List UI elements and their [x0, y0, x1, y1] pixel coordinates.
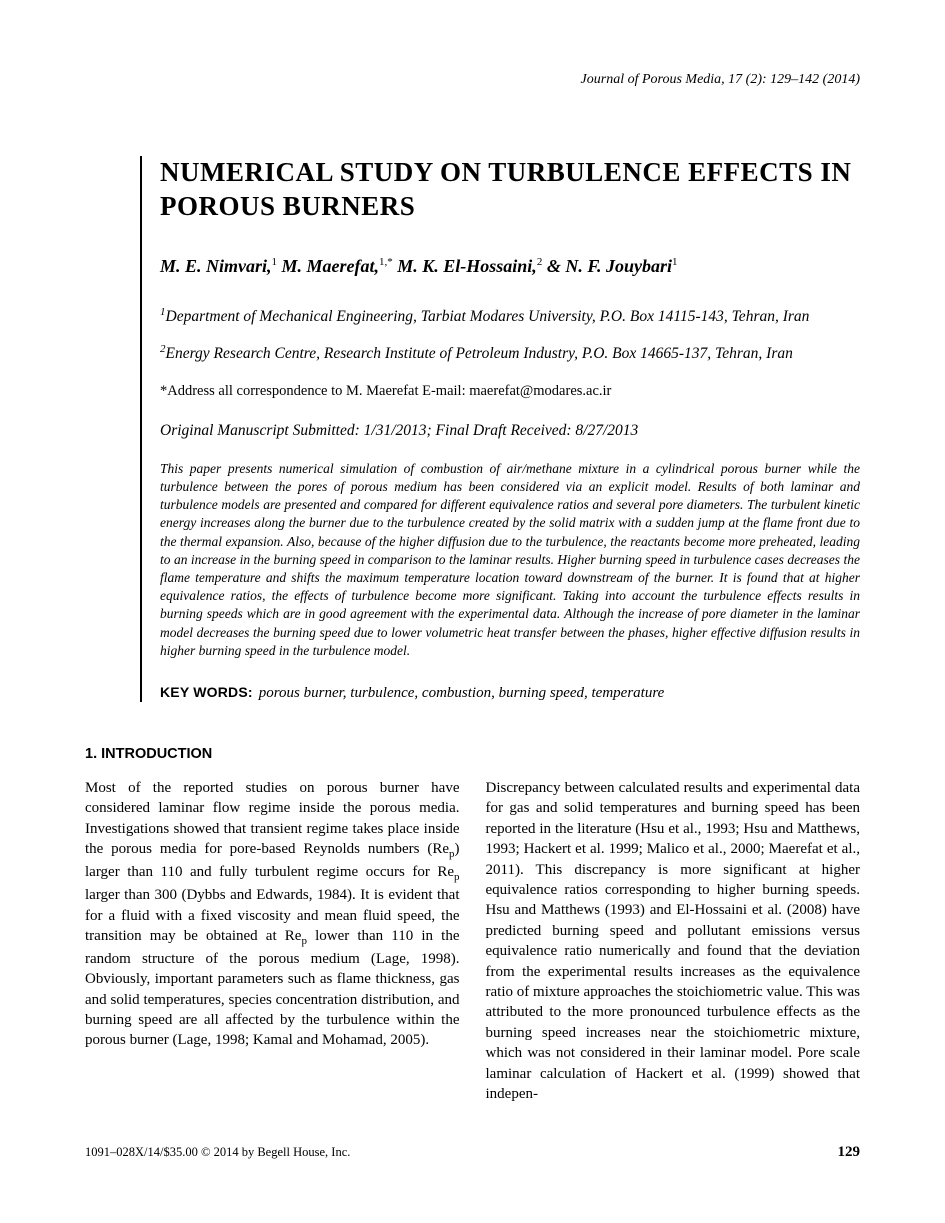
- page-number: 129: [838, 1144, 861, 1161]
- page-footer: 1091–028X/14/$35.00 © 2014 by Begell Hou…: [85, 1144, 860, 1161]
- header-content: NUMERICAL STUDY ON TURBULENCE EFFECTS IN…: [142, 156, 860, 702]
- body-columns: Most of the reported studies on porous b…: [85, 778, 860, 1104]
- correspondence: *Address all correspondence to M. Maeref…: [160, 383, 860, 400]
- keywords-label: KEY WORDS:: [160, 684, 253, 700]
- page: Journal of Porous Media, 17 (2): 129–142…: [0, 0, 945, 1223]
- section-heading-introduction: 1. INTRODUCTION: [85, 746, 860, 762]
- article-title: NUMERICAL STUDY ON TURBULENCE EFFECTS IN…: [160, 156, 860, 224]
- body-column-left: Most of the reported studies on porous b…: [85, 778, 460, 1104]
- journal-header: Journal of Porous Media, 17 (2): 129–142…: [85, 72, 860, 88]
- keywords-row: KEY WORDS: porous burner, turbulence, co…: [160, 684, 860, 702]
- affiliation-1: 1Department of Mechanical Engineering, T…: [160, 305, 860, 328]
- abstract: This paper presents numerical simulation…: [160, 460, 860, 660]
- footer-copyright: 1091–028X/14/$35.00 © 2014 by Begell Hou…: [85, 1145, 350, 1160]
- authors: M. E. Nimvari,1 M. Maerefat,1,* M. K. El…: [160, 256, 860, 277]
- body-column-right: Discrepancy between calculated results a…: [486, 778, 861, 1104]
- body-paragraph: Discrepancy between calculated results a…: [486, 778, 861, 1104]
- body-paragraph: Most of the reported studies on porous b…: [85, 778, 460, 1051]
- left-rule-block: NUMERICAL STUDY ON TURBULENCE EFFECTS IN…: [140, 156, 860, 702]
- affiliation-2: 2Energy Research Centre, Research Instit…: [160, 342, 860, 365]
- manuscript-dates: Original Manuscript Submitted: 1/31/2013…: [160, 422, 860, 440]
- keywords-text: porous burner, turbulence, combustion, b…: [259, 685, 665, 702]
